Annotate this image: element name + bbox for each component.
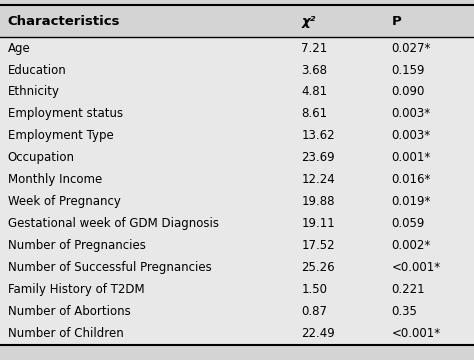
- Bar: [0, 169, 474, 191]
- Text: 8.61: 8.61: [301, 107, 328, 121]
- Text: 0.003*: 0.003*: [392, 107, 431, 121]
- Text: 0.027*: 0.027*: [392, 41, 431, 55]
- Text: Education: Education: [8, 63, 66, 77]
- Text: Week of Pregnancy: Week of Pregnancy: [8, 195, 120, 208]
- Text: Monthly Income: Monthly Income: [8, 173, 102, 186]
- Text: χ²: χ²: [301, 15, 316, 28]
- Bar: [0, 323, 474, 345]
- Text: 0.35: 0.35: [392, 305, 418, 318]
- Text: 17.52: 17.52: [301, 239, 335, 252]
- Bar: [0, 279, 474, 301]
- Bar: [0, 235, 474, 257]
- Text: P: P: [392, 15, 401, 28]
- Text: <0.001*: <0.001*: [392, 327, 441, 340]
- Text: 23.69: 23.69: [301, 151, 335, 165]
- Text: 19.88: 19.88: [301, 195, 335, 208]
- Text: 0.001*: 0.001*: [392, 151, 431, 165]
- Text: Occupation: Occupation: [8, 151, 74, 165]
- Bar: [0, 59, 474, 81]
- Bar: [0, 191, 474, 213]
- Text: Number of Children: Number of Children: [8, 327, 123, 340]
- Bar: [0, 147, 474, 169]
- Bar: [0, 125, 474, 147]
- Text: <0.001*: <0.001*: [392, 261, 441, 274]
- Text: 19.11: 19.11: [301, 217, 335, 230]
- Text: 0.019*: 0.019*: [392, 195, 431, 208]
- Text: 3.68: 3.68: [301, 63, 328, 77]
- Text: 1.50: 1.50: [301, 283, 328, 296]
- Text: 12.24: 12.24: [301, 173, 335, 186]
- Text: Age: Age: [8, 41, 30, 55]
- Text: 0.016*: 0.016*: [392, 173, 431, 186]
- Text: Number of Abortions: Number of Abortions: [8, 305, 130, 318]
- Text: Employment status: Employment status: [8, 107, 123, 121]
- Text: Number of Successful Pregnancies: Number of Successful Pregnancies: [8, 261, 211, 274]
- Text: 0.059: 0.059: [392, 217, 425, 230]
- Bar: [0, 103, 474, 125]
- Text: Family History of T2DM: Family History of T2DM: [8, 283, 144, 296]
- Text: Characteristics: Characteristics: [8, 15, 120, 28]
- Text: Number of Pregnancies: Number of Pregnancies: [8, 239, 146, 252]
- Bar: [0, 213, 474, 235]
- Bar: [0, 257, 474, 279]
- Text: 7.21: 7.21: [301, 41, 328, 55]
- Text: 0.87: 0.87: [301, 305, 328, 318]
- Text: 0.002*: 0.002*: [392, 239, 431, 252]
- Text: Gestational week of GDM Diagnosis: Gestational week of GDM Diagnosis: [8, 217, 219, 230]
- Text: 0.159: 0.159: [392, 63, 425, 77]
- Bar: [0, 5, 474, 37]
- Bar: [0, 37, 474, 59]
- Text: 13.62: 13.62: [301, 129, 335, 143]
- Text: 0.003*: 0.003*: [392, 129, 431, 143]
- Text: 0.090: 0.090: [392, 85, 425, 99]
- Text: 22.49: 22.49: [301, 327, 335, 340]
- Text: 0.221: 0.221: [392, 283, 425, 296]
- Bar: [0, 81, 474, 103]
- Bar: [0, 301, 474, 323]
- Text: Ethnicity: Ethnicity: [8, 85, 60, 99]
- Text: 25.26: 25.26: [301, 261, 335, 274]
- Text: Employment Type: Employment Type: [8, 129, 113, 143]
- Text: 4.81: 4.81: [301, 85, 328, 99]
